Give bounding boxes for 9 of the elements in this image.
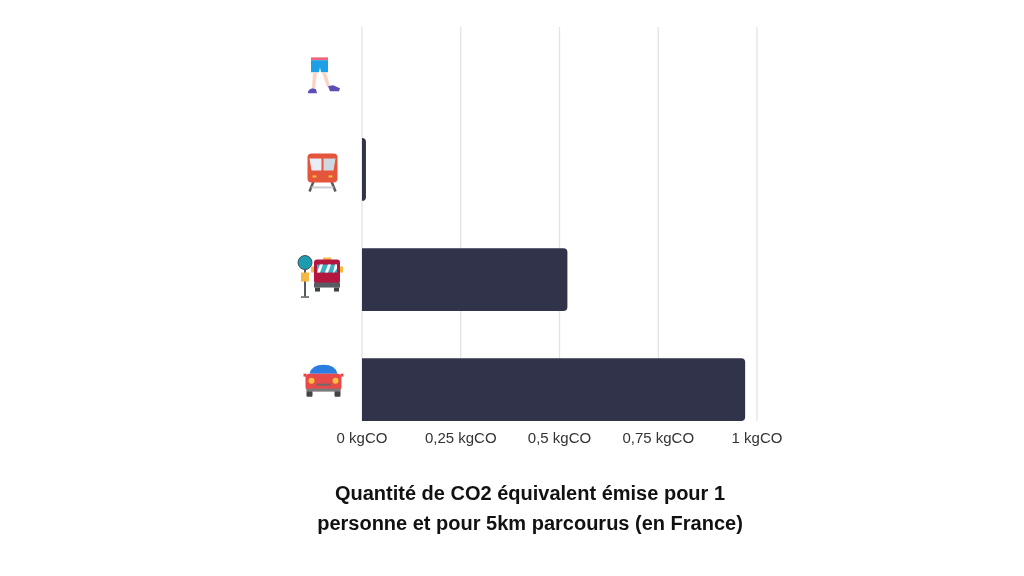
bar [362, 248, 568, 311]
x-tick-label: 0,75 kgCO [622, 429, 695, 446]
x-tick-label: 0 kgCO [336, 429, 388, 446]
x-tick-label: 1 kgCO [731, 429, 783, 446]
x-tick-label: 0,5 kgCO [527, 429, 592, 446]
bar [362, 358, 746, 421]
text: Quantité de CO2 équivalent émise pour 1 personne et pour 5km parcourus (en France) [317, 482, 743, 534]
x-tick-label: 0,25 kgCO [424, 429, 497, 446]
bar [362, 138, 366, 201]
